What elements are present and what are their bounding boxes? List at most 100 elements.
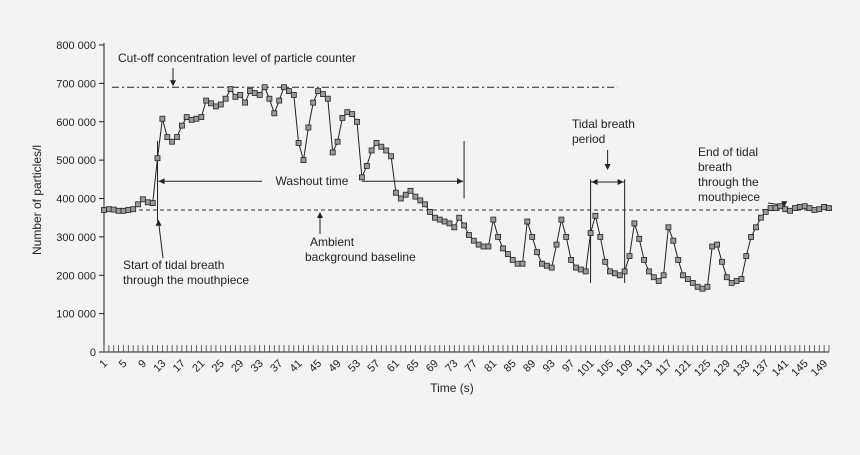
x-tick-label: 37 bbox=[268, 358, 285, 375]
start-tidal-label-line2: through the mouthpiece bbox=[123, 273, 249, 287]
data-point bbox=[558, 216, 565, 223]
data-point bbox=[402, 191, 409, 198]
x-tick-label: 65 bbox=[404, 358, 421, 375]
data-point bbox=[616, 272, 623, 279]
x-tick-label: 33 bbox=[249, 358, 266, 375]
data-point bbox=[383, 147, 390, 154]
x-tick-label: 85 bbox=[502, 358, 519, 375]
tidal-period-arrow-left-head bbox=[591, 178, 598, 185]
data-point bbox=[329, 149, 336, 156]
data-point bbox=[203, 97, 210, 104]
data-point bbox=[247, 88, 253, 94]
data-point bbox=[295, 139, 302, 146]
data-point bbox=[441, 218, 448, 225]
data-point bbox=[636, 235, 643, 242]
data-point bbox=[733, 278, 740, 284]
x-tick-label: 13 bbox=[151, 358, 168, 375]
data-point bbox=[310, 99, 317, 106]
x-tick-label: 129 bbox=[711, 358, 732, 379]
data-point bbox=[500, 245, 506, 252]
data-point bbox=[758, 214, 764, 221]
end-tidal-label-line1: End of tidal bbox=[698, 145, 758, 159]
y-tick-label: 800 000 bbox=[56, 40, 96, 52]
tidal-period-arrow-right-head bbox=[617, 178, 624, 185]
tidal-period-label-line1: Tidal breath bbox=[572, 117, 635, 131]
data-point bbox=[762, 208, 769, 215]
data-point bbox=[475, 241, 482, 248]
data-point bbox=[485, 243, 492, 250]
data-point bbox=[139, 196, 146, 203]
data-point bbox=[266, 95, 273, 102]
data-point bbox=[349, 111, 356, 117]
y-tick-label: 200 000 bbox=[56, 270, 96, 282]
data-point bbox=[465, 232, 472, 238]
data-point bbox=[801, 203, 808, 210]
data-point bbox=[723, 274, 730, 281]
start-tidal-arrow-line bbox=[158, 221, 164, 259]
x-tick-label: 105 bbox=[595, 358, 616, 379]
data-point bbox=[607, 268, 613, 275]
data-point bbox=[358, 174, 365, 181]
x-tick-label: 149 bbox=[809, 358, 830, 379]
data-point bbox=[514, 260, 521, 267]
x-tick-label: 49 bbox=[327, 358, 344, 375]
data-point bbox=[675, 256, 682, 263]
data-point bbox=[621, 268, 628, 275]
x-tick-label: 17 bbox=[171, 358, 188, 375]
x-axis-title: Time (s) bbox=[430, 381, 474, 395]
data-point bbox=[217, 101, 224, 108]
data-point bbox=[407, 187, 414, 194]
data-point bbox=[582, 268, 589, 275]
y-axis-title: Number of particles/l bbox=[30, 145, 44, 255]
data-point bbox=[412, 193, 419, 200]
baseline-arrow-head bbox=[317, 212, 323, 219]
data-point bbox=[597, 233, 604, 240]
data-point bbox=[495, 233, 502, 240]
x-tick-label: 81 bbox=[482, 358, 499, 375]
data-point bbox=[714, 241, 720, 248]
data-point bbox=[271, 110, 278, 117]
y-tick-label: 300 000 bbox=[56, 232, 96, 244]
x-tick-label: 9 bbox=[136, 358, 149, 371]
data-point bbox=[344, 109, 351, 116]
x-tick-label: 29 bbox=[229, 358, 246, 375]
x-tick-label: 113 bbox=[634, 358, 655, 379]
data-point bbox=[120, 207, 127, 214]
data-point bbox=[388, 153, 395, 160]
data-point bbox=[300, 157, 307, 164]
data-point bbox=[315, 88, 322, 94]
data-point bbox=[777, 203, 784, 210]
data-point bbox=[470, 237, 477, 244]
data-point bbox=[276, 97, 283, 104]
start-tidal-arrow-head bbox=[155, 219, 162, 226]
x-tick-label: 69 bbox=[424, 358, 441, 375]
data-point bbox=[251, 90, 258, 96]
x-tick-label: 109 bbox=[614, 358, 635, 379]
data-point bbox=[490, 216, 497, 223]
data-point bbox=[193, 115, 200, 122]
data-point bbox=[577, 266, 584, 273]
data-point bbox=[256, 92, 263, 98]
data-point bbox=[290, 92, 297, 98]
data-point bbox=[524, 218, 531, 225]
data-point bbox=[626, 253, 633, 260]
x-tick-label: 121 bbox=[673, 358, 694, 379]
x-tick-label: 133 bbox=[731, 358, 752, 379]
data-point bbox=[397, 195, 404, 202]
data-point bbox=[368, 147, 375, 154]
data-point bbox=[451, 224, 458, 231]
data-point bbox=[553, 241, 560, 248]
data-point bbox=[305, 124, 312, 131]
baseline-label-line2: background baseline bbox=[305, 250, 416, 264]
y-tick-label: 400 000 bbox=[56, 194, 96, 206]
data-point bbox=[646, 268, 652, 275]
data-point bbox=[631, 220, 638, 227]
data-point bbox=[125, 207, 132, 213]
data-point bbox=[417, 197, 424, 204]
data-point bbox=[106, 206, 112, 213]
data-point bbox=[796, 203, 803, 210]
data-point bbox=[461, 222, 468, 229]
data-point bbox=[612, 270, 618, 277]
data-point bbox=[144, 199, 151, 206]
annotations: Cut-off concentration level of particle … bbox=[118, 51, 788, 287]
